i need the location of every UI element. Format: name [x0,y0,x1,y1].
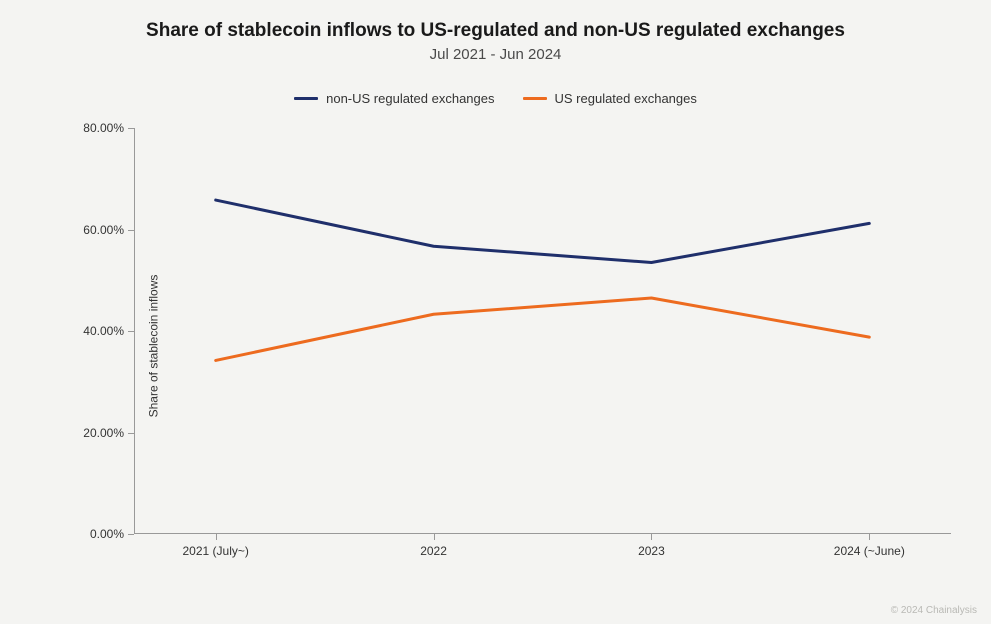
credit-text: © 2024 Chainalysis [891,605,977,616]
x-tick-mark [869,534,870,540]
legend-swatch [294,97,318,100]
chart-subtitle: Jul 2021 - Jun 2024 [0,46,991,63]
x-tick-mark [216,534,217,540]
legend-label: non-US regulated exchanges [326,91,494,106]
chart-container: Share of stablecoin inflows to US-regula… [0,0,991,624]
x-tick-mark [651,534,652,540]
y-tick-mark [128,433,134,434]
title-block: Share of stablecoin inflows to US-regula… [0,0,991,63]
legend-swatch [523,97,547,100]
series-line [216,200,870,262]
line-series-svg [134,128,951,534]
y-tick-mark [128,331,134,332]
plot: 0.00%20.00%40.00%60.00%80.00%2021 (July~… [134,128,951,534]
y-tick-mark [128,230,134,231]
legend-item: non-US regulated exchanges [294,91,494,106]
y-tick-label: 20.00% [83,426,134,440]
y-tick-mark [128,534,134,535]
legend-label: US regulated exchanges [555,91,697,106]
x-tick-mark [434,534,435,540]
plot-area: Share of stablecoin inflows 0.00%20.00%4… [64,128,951,564]
y-tick-label: 80.00% [83,121,134,135]
y-tick-label: 40.00% [83,324,134,338]
y-tick-mark [128,128,134,129]
series-line [216,298,870,360]
y-tick-label: 60.00% [83,223,134,237]
chart-title: Share of stablecoin inflows to US-regula… [0,20,991,42]
legend: non-US regulated exchanges US regulated e… [0,91,991,106]
legend-item: US regulated exchanges [523,91,697,106]
